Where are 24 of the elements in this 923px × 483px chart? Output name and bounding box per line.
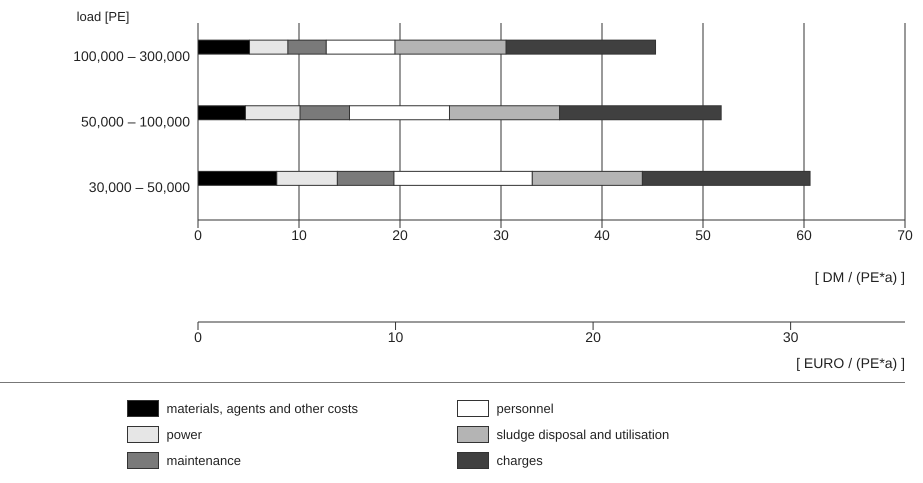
x-tick-label: 70 bbox=[897, 226, 913, 243]
legend-label: sludge disposal and utilisation bbox=[496, 426, 670, 442]
x-axis-title: [ DM / (PE*a) ] bbox=[814, 269, 905, 285]
x-tick-label: 50 bbox=[695, 226, 711, 243]
y-tick-label: 100,000 – 300,000 bbox=[73, 48, 190, 64]
legend-label: power bbox=[166, 426, 202, 442]
legend-label: personnel bbox=[496, 400, 554, 416]
legend-label: maintenance bbox=[166, 452, 241, 468]
x-tick-label: 10 bbox=[291, 226, 307, 243]
x2-tick-label: 20 bbox=[585, 328, 602, 345]
legend-label: materials, agents and other costs bbox=[166, 400, 358, 416]
x-tick-label: 20 bbox=[392, 226, 408, 243]
x2-tick-label: 10 bbox=[388, 328, 404, 345]
legend-label: charges bbox=[496, 452, 543, 468]
x2-axis-title: [ EURO / (PE*a) ] bbox=[796, 355, 905, 371]
y-tick-label: 50,000 – 100,000 bbox=[81, 113, 190, 130]
x-tick-label: 30 bbox=[493, 226, 509, 243]
x-tick-label: 60 bbox=[796, 226, 812, 243]
x2-tick-label: 0 bbox=[194, 328, 202, 345]
y-tick-label: 30,000 – 50,000 bbox=[88, 179, 190, 196]
x-tick-label: 0 bbox=[194, 226, 202, 243]
x-tick-label: 40 bbox=[594, 226, 610, 243]
y-axis-title: load [PE] bbox=[76, 9, 130, 24]
x2-tick-label: 30 bbox=[782, 328, 799, 345]
